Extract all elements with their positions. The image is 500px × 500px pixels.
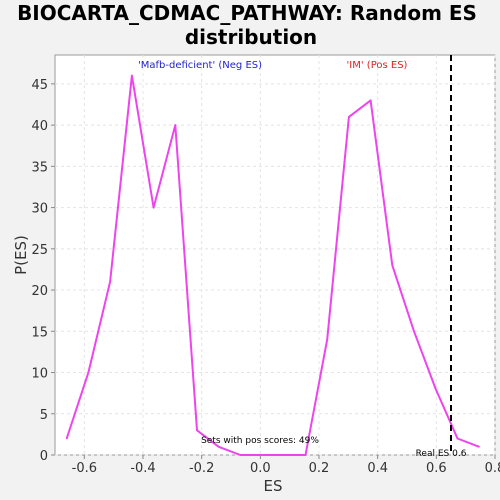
data-point (434, 388, 437, 390)
y-tick-label: 10 (31, 367, 48, 382)
y-tick-label: 0 (40, 449, 48, 464)
x-tick-label: 0.0 (250, 461, 271, 476)
data-point (239, 454, 242, 456)
y-tick-label: 35 (31, 160, 48, 175)
series-layer (65, 74, 480, 456)
chart-title-line-2: distribution (185, 25, 317, 49)
x-axis-label: ES (264, 477, 283, 495)
x-tick-label: -0.2 (189, 461, 214, 476)
data-point (65, 437, 68, 440)
y-tick-label: 45 (31, 78, 48, 93)
y-tick-label: 30 (31, 202, 48, 217)
data-point (304, 454, 307, 456)
y-tick-label: 20 (31, 284, 48, 299)
data-point (283, 454, 285, 456)
grid-layer (55, 55, 496, 456)
data-point (348, 116, 350, 118)
data-point (413, 330, 415, 333)
data-point (261, 454, 263, 456)
data-point (456, 437, 459, 440)
pos-es-label: 'IM' (Pos ES) (347, 60, 408, 71)
pos-scores-text: Sets with pos scores: 49% (201, 436, 319, 446)
data-point (391, 264, 394, 267)
y-tick-label: 5 (40, 408, 48, 423)
x-tick-label: -0.6 (72, 461, 97, 476)
plot-area (54, 54, 496, 456)
data-point (369, 99, 372, 102)
y-tick-label: 25 (31, 243, 48, 258)
es-distribution-line (65, 74, 480, 456)
chart-title-line-1: BIOCARTA_CDMAC_PATHWAY: Random ES (17, 1, 477, 25)
data-point (196, 429, 198, 432)
data-point (478, 445, 480, 448)
data-point (131, 74, 133, 77)
data-point (326, 338, 329, 341)
data-point (174, 124, 177, 126)
data-point (87, 371, 90, 374)
y-axis-label: P(ES) (12, 235, 30, 275)
y-tick-label: 40 (31, 119, 48, 134)
neg-es-label: 'Mafb-deficient' (Neg ES) (138, 60, 262, 71)
x-tick-label: -0.4 (130, 461, 155, 476)
tick-layer: -0.6 -0.4 -0.2 0.0 0.2 0.4 0.6 0.8 0 5 10 15 20 25 30 3… (31, 78, 500, 476)
x-tick-label: 0.4 (367, 461, 388, 476)
data-point (217, 445, 220, 448)
data-point (152, 206, 155, 209)
x-tick-label: 0.6 (426, 461, 447, 476)
y-tick-label: 15 (31, 325, 48, 340)
data-point (109, 281, 111, 283)
x-tick-label: 0.2 (309, 461, 330, 476)
x-tick-label: 0.8 (485, 461, 500, 476)
real-es-text: Real ES 0.6 (416, 449, 467, 459)
